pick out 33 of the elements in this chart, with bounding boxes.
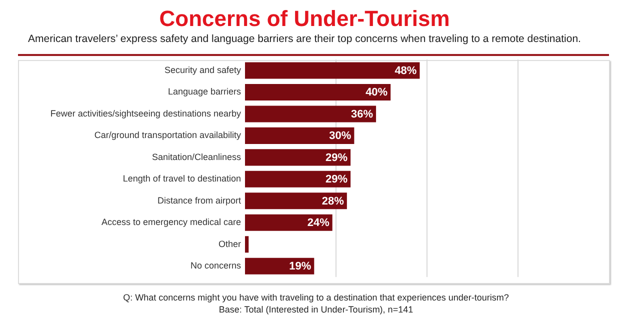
bar	[245, 192, 347, 210]
data-label: 28%	[322, 195, 344, 208]
bar	[245, 106, 376, 122]
y-tick-label: Fewer activities/sightseeing destinations nearby	[50, 108, 242, 118]
data-label: 19%	[289, 260, 312, 273]
bar	[245, 84, 391, 100]
y-tick-label: Language barriers	[168, 86, 242, 97]
y-tick-label: Sanitation/Cleanliness	[152, 152, 242, 162]
bar	[245, 214, 332, 231]
bar	[245, 258, 314, 274]
data-label: 24%	[307, 217, 330, 230]
data-label: 29%	[326, 152, 348, 164]
bar	[245, 62, 420, 79]
data-label: 36%	[351, 108, 374, 120]
bar	[245, 170, 351, 188]
y-tick-label: Security and safety	[164, 64, 242, 75]
y-tick-label: Other	[218, 238, 241, 249]
y-tick-label: Car/ground transportation availability	[94, 130, 242, 140]
chart-subtitle: American travelers’ express safety and language barriers are their top concerns when traveling to a remote destination.	[28, 33, 581, 46]
y-tick-label: Access to emergency medical care	[101, 217, 241, 228]
bar	[245, 236, 249, 253]
text: Base: Total (Interested in Under-Tourism), n=141	[218, 304, 414, 314]
data-label: 48%	[394, 65, 417, 77]
bar	[245, 149, 351, 166]
y-tick-label: Distance from airport	[157, 195, 242, 206]
bar	[245, 127, 354, 144]
y-tick-label: Length of travel to destination	[122, 174, 241, 184]
chart-title: Concerns of Under-Tourism	[159, 6, 450, 32]
y-tick-label: No concerns	[190, 260, 242, 271]
data-label: 29%	[326, 174, 348, 186]
data-label: 30%	[329, 130, 352, 142]
text: Q: What concerns might you have with traveling to a destination that experiences under-tourism?	[123, 292, 509, 302]
data-label: 40%	[366, 86, 388, 99]
